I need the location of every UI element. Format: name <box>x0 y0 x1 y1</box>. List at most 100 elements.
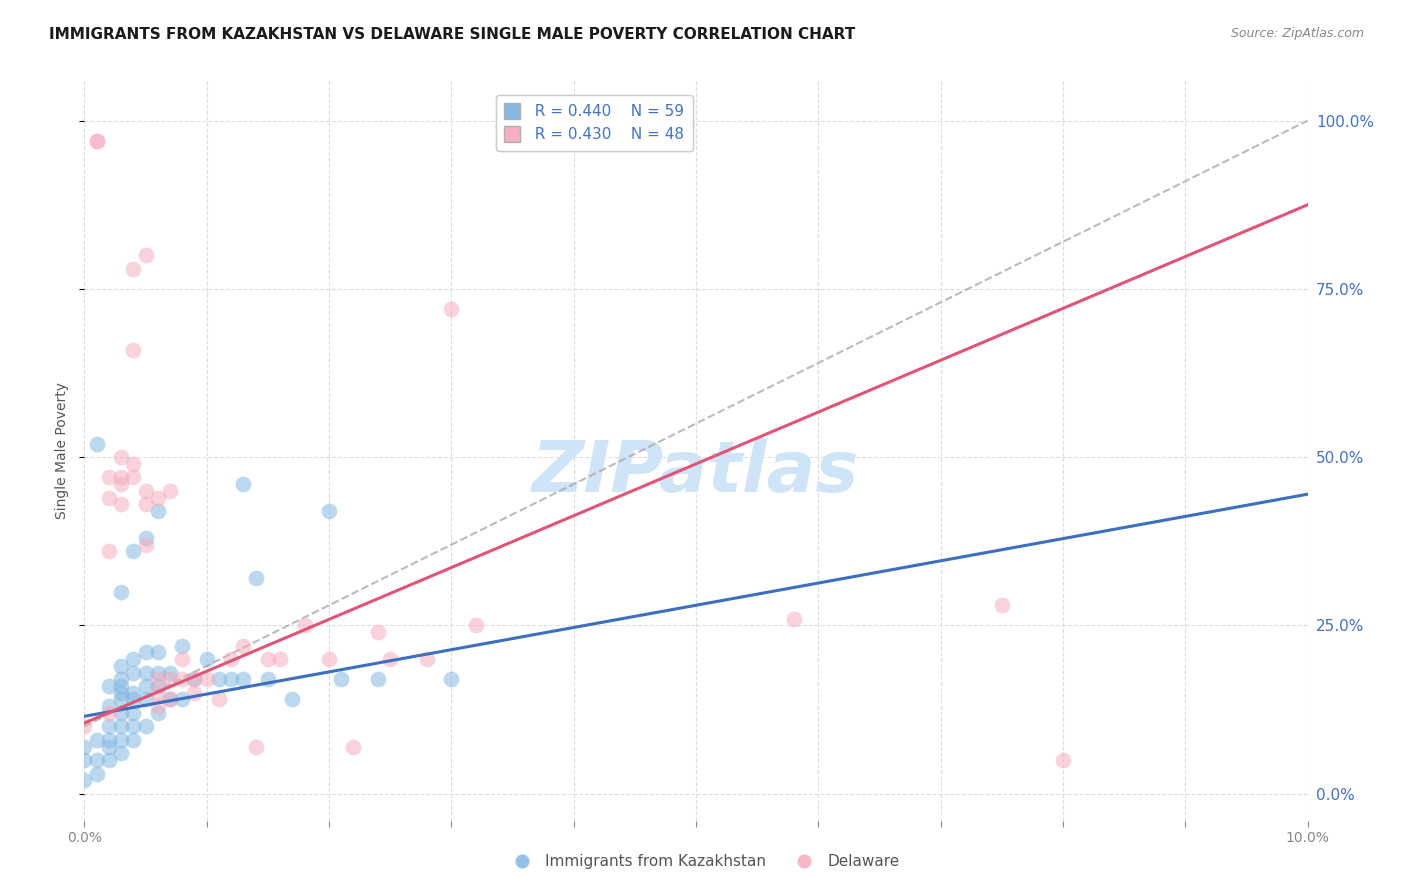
Point <box>110 673 132 687</box>
Point <box>110 719 132 733</box>
Point <box>135 665 157 680</box>
Point <box>122 732 145 747</box>
Point <box>464 618 486 632</box>
Point <box>159 692 181 706</box>
Point <box>135 497 157 511</box>
Point <box>122 652 145 666</box>
Point <box>122 719 145 733</box>
Text: ZIPatlas: ZIPatlas <box>533 438 859 508</box>
Point <box>183 673 205 687</box>
Point <box>219 673 242 687</box>
Point <box>146 673 169 687</box>
Point <box>440 302 463 317</box>
Point <box>110 686 132 700</box>
Point <box>86 766 108 780</box>
Point <box>110 679 132 693</box>
Point <box>73 719 96 733</box>
Point <box>110 584 132 599</box>
Point <box>122 692 145 706</box>
Point <box>416 652 439 666</box>
Point <box>110 747 132 761</box>
Point <box>110 732 132 747</box>
Point <box>122 665 145 680</box>
Point <box>86 436 108 450</box>
Point <box>146 645 169 659</box>
Point <box>146 699 169 714</box>
Point <box>281 692 304 706</box>
Point <box>1052 753 1074 767</box>
Point <box>342 739 364 754</box>
Point <box>86 134 108 148</box>
Point <box>245 739 267 754</box>
Legend: Immigrants from Kazakhstan, Delaware: Immigrants from Kazakhstan, Delaware <box>501 848 905 875</box>
Point <box>991 599 1014 613</box>
Text: Source: ZipAtlas.com: Source: ZipAtlas.com <box>1230 27 1364 40</box>
Point <box>232 639 254 653</box>
Point <box>257 652 280 666</box>
Point <box>135 248 157 262</box>
Point <box>172 652 194 666</box>
Point <box>135 719 157 733</box>
Point <box>97 739 120 754</box>
Point <box>208 692 231 706</box>
Point <box>135 679 157 693</box>
Point <box>110 706 132 720</box>
Point <box>195 673 218 687</box>
Point <box>110 450 132 465</box>
Point <box>135 483 157 498</box>
Point <box>110 658 132 673</box>
Point <box>159 692 181 706</box>
Y-axis label: Single Male Poverty: Single Male Poverty <box>55 382 69 519</box>
Point <box>172 639 194 653</box>
Point <box>135 538 157 552</box>
Point <box>440 673 463 687</box>
Point <box>330 673 353 687</box>
Point <box>122 457 145 471</box>
Point <box>146 665 169 680</box>
Point <box>97 706 120 720</box>
Point <box>269 652 291 666</box>
Point <box>183 673 205 687</box>
Point <box>97 544 120 558</box>
Point <box>146 504 169 518</box>
Point <box>122 261 145 276</box>
Point <box>232 673 254 687</box>
Point <box>97 491 120 505</box>
Point <box>183 686 205 700</box>
Point <box>135 692 157 706</box>
Point <box>367 673 389 687</box>
Point <box>159 673 181 687</box>
Point <box>110 692 132 706</box>
Point <box>122 343 145 357</box>
Point <box>86 753 108 767</box>
Point <box>122 686 145 700</box>
Point <box>97 719 120 733</box>
Point <box>159 483 181 498</box>
Point <box>208 673 231 687</box>
Point <box>97 699 120 714</box>
Point <box>219 652 242 666</box>
Point <box>73 739 96 754</box>
Point <box>97 753 120 767</box>
Point <box>86 134 108 148</box>
Point <box>122 706 145 720</box>
Text: IMMIGRANTS FROM KAZAKHSTAN VS DELAWARE SINGLE MALE POVERTY CORRELATION CHART: IMMIGRANTS FROM KAZAKHSTAN VS DELAWARE S… <box>49 27 855 42</box>
Point <box>257 673 280 687</box>
Point <box>318 652 340 666</box>
Point <box>294 618 316 632</box>
Point <box>122 544 145 558</box>
Point <box>232 477 254 491</box>
Point <box>97 470 120 484</box>
Point <box>146 679 169 693</box>
Point <box>318 504 340 518</box>
Point <box>73 753 96 767</box>
Legend:   R = 0.440    N = 59,   R = 0.430    N = 48: R = 0.440 N = 59, R = 0.430 N = 48 <box>496 95 693 152</box>
Point <box>135 531 157 545</box>
Point <box>146 491 169 505</box>
Point <box>245 571 267 585</box>
Point <box>110 477 132 491</box>
Point <box>122 470 145 484</box>
Point <box>86 732 108 747</box>
Point <box>172 692 194 706</box>
Point <box>73 773 96 788</box>
